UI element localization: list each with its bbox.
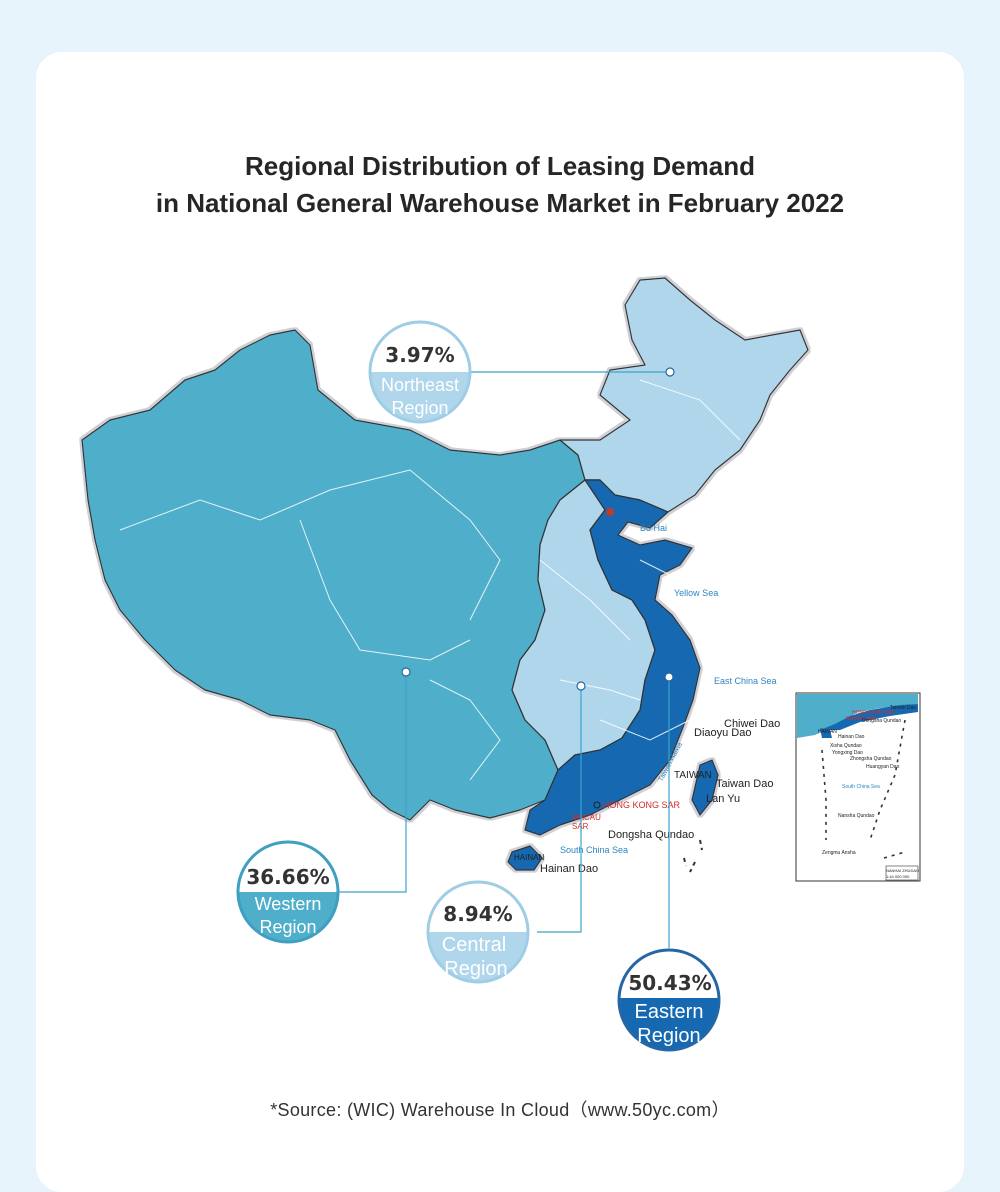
callout-eastern: 50.43% Eastern Region [617,948,721,1052]
anchor-northeast [665,367,675,377]
anchor-eastern [664,672,674,682]
island-hainan [507,845,543,871]
inset-label-dongsha: Dongsha Qundao [862,718,901,724]
south-china-sea-inset: Taiwan Dao HONG KONG SAR MACAU SAR Dongs… [795,692,921,882]
label-eastern-line1: Eastern [635,1001,704,1023]
label-taiwan-dao: Taiwan Dao [716,778,773,790]
hong-kong-marker [593,801,601,809]
label-western-line1: Western [255,894,322,914]
province-borders [119,379,741,781]
anchor-western [401,667,411,677]
inset-label-hainan-dao: Hainan Dao [838,734,865,740]
beijing-marker [606,508,614,516]
value-northeast: 3.97% [385,343,454,367]
label-chiwei-dao: Chiwei Dao [724,718,780,730]
label-south-china-sea: South China Sea [560,845,628,855]
value-western: 36.66% [246,865,329,889]
island-taiwan [691,759,719,816]
inset-label-xisha: Xisha Qundao [830,743,862,749]
anchor-central [576,681,586,691]
label-bo-hai: Bo Hai [640,523,667,533]
callout-central: 8.94% Central Region [426,880,530,984]
source-note: *Source: (WIC) Warehouse In Cloud（www.50… [270,1100,730,1120]
label-macau-1: MACAU [572,813,601,822]
label-taiwan: TAIWAN [674,770,712,781]
callout-western: 36.66% Western Region [236,840,340,944]
leader-central [537,686,582,933]
label-hainan-prov: HAINAN [514,853,544,862]
inset-label-zengmu: Zengmu Ansha [822,850,856,856]
value-eastern: 50.43% [628,971,711,995]
label-central-line1: Central [442,934,506,956]
label-hainan-dao: Hainan Dao [540,863,598,875]
page-title: Regional Distribution of Leasing Demand … [0,148,1000,222]
title-line-2: in National General Warehouse Market in … [155,188,845,218]
label-macau-2: SAR [572,822,589,831]
label-east-china-sea: East China Sea [714,676,777,686]
label-lan-yu: Lan Yu [706,793,740,805]
inset-label-huangyan: Huangyan Dao [866,764,900,770]
inset-label-yongxing: Yongxing Dao [832,750,863,756]
label-hong-kong: HONG KONG SAR [603,800,681,810]
title-line-1: Regional Distribution of Leasing Demand [245,151,755,181]
inset-label-scale-name: NANHAI ZHUDAO [886,868,919,873]
label-eastern-line2: Region [637,1025,700,1047]
leader-lines [338,371,670,948]
label-central-line2: Region [444,958,507,980]
inset-label-taiwan-dao: Taiwan Dao [890,705,916,711]
label-dongsha: Dongsha Qundao [608,829,694,841]
maritime-boundary [683,839,703,873]
label-northeast-line2: Region [391,398,448,418]
region-eastern [524,479,701,836]
region-western [81,329,586,821]
leader-western [338,672,407,893]
map-labels: Bo Hai Yellow Sea East China Sea South C… [514,523,780,875]
label-yellow-sea: Yellow Sea [674,588,718,598]
value-central: 8.94% [443,902,512,926]
inset-label-scale: 1:44 000 000 [886,874,910,879]
callout-northeast: 3.97% Northeast Region [368,320,472,424]
inset-label-nansha: Nansha Qundao [838,813,875,819]
inset-label-south-china-sea: South China Sea [842,784,880,790]
label-western-line2: Region [259,917,316,937]
label-diaoyu-dao: Diaoyu Dao [694,727,751,739]
inset-label-hong-kong: HONG KONG SAR [852,710,895,716]
label-northeast-line1: Northeast [381,375,459,395]
inset-label-hainan-prov: HAINAN [818,729,837,735]
inset-label-macau: MACAU SAR [846,716,876,722]
inset-label-zhongsha: Zhongsha Qundao [850,756,892,762]
